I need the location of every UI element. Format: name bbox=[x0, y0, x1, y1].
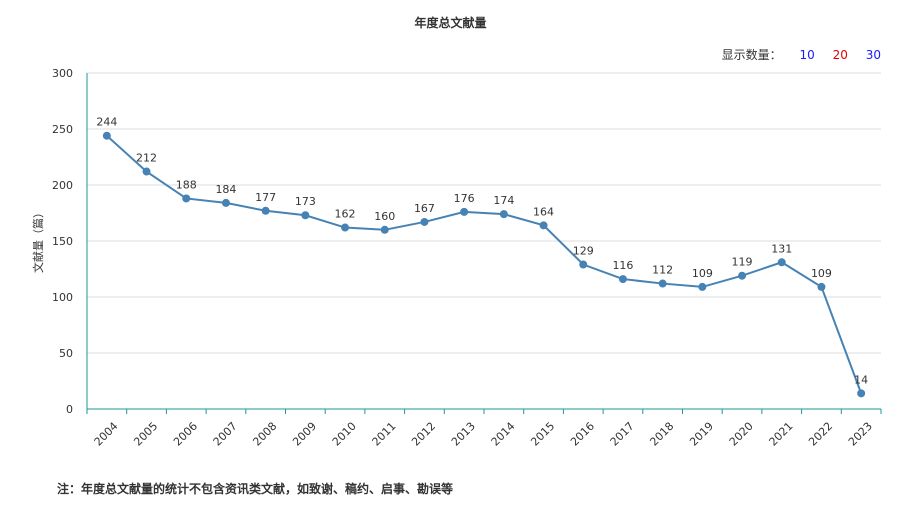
data-label: 119 bbox=[732, 256, 753, 269]
display-count-option-10[interactable]: 10 bbox=[799, 48, 815, 62]
data-label: 131 bbox=[771, 242, 792, 255]
y-tick-label: 0 bbox=[66, 403, 73, 416]
y-tick-label: 300 bbox=[52, 67, 73, 80]
data-label: 116 bbox=[612, 259, 633, 272]
data-labels: 244 212 188 184 177 173 162 160 167 176 174 164 129 1… bbox=[96, 116, 868, 387]
x-tick-label: 2014 bbox=[489, 420, 518, 449]
data-label: 164 bbox=[533, 205, 554, 218]
y-tick-label: 50 bbox=[59, 347, 73, 360]
x-axis: 2004 2005 2006 2007 2008 2009 2010 2011 2012 2013… bbox=[86, 408, 882, 449]
data-label: 212 bbox=[136, 152, 157, 165]
data-label: 162 bbox=[335, 208, 356, 221]
data-point bbox=[301, 211, 310, 220]
data-label: 129 bbox=[573, 245, 594, 258]
data-point bbox=[420, 217, 429, 226]
data-label: 177 bbox=[255, 191, 276, 204]
data-point bbox=[698, 282, 707, 291]
y-axis: 0 50 100 150 200 250 300 bbox=[52, 67, 88, 416]
x-tick-label: 2008 bbox=[250, 420, 279, 449]
data-point bbox=[738, 271, 747, 280]
data-label: 167 bbox=[414, 202, 435, 215]
series-polyline bbox=[106, 134, 863, 394]
y-tick-label: 250 bbox=[52, 123, 73, 136]
x-tick-label: 2006 bbox=[171, 420, 200, 449]
x-tick-label: 2017 bbox=[608, 420, 637, 449]
x-tick-label: 2010 bbox=[330, 420, 359, 449]
y-tick-label: 200 bbox=[52, 179, 73, 192]
x-tick-label: 2023 bbox=[846, 420, 875, 449]
data-point bbox=[221, 198, 230, 207]
x-tick-label: 2022 bbox=[806, 420, 835, 449]
y-axis-label: 文献量（篇） bbox=[31, 207, 45, 273]
display-count-option-30[interactable]: 30 bbox=[865, 48, 881, 62]
data-label: 160 bbox=[374, 210, 395, 223]
data-point bbox=[499, 210, 508, 219]
data-label: 176 bbox=[454, 192, 475, 205]
display-count-label: 显示数量： bbox=[721, 48, 782, 62]
data-label: 173 bbox=[295, 195, 316, 208]
y-tick-label: 100 bbox=[52, 291, 73, 304]
data-point bbox=[102, 131, 111, 140]
data-point bbox=[341, 223, 350, 232]
x-tick-label: 2016 bbox=[568, 420, 597, 449]
data-label: 109 bbox=[811, 267, 832, 280]
data-label: 109 bbox=[692, 267, 713, 280]
data-point bbox=[618, 275, 627, 284]
x-tick-label: 2019 bbox=[687, 420, 716, 449]
x-tick-label: 2013 bbox=[449, 420, 478, 449]
data-label: 112 bbox=[652, 264, 673, 277]
x-tick-label: 2009 bbox=[290, 420, 319, 449]
data-label: 174 bbox=[493, 194, 514, 207]
footnote: 注：年度总文献量的统计不包含资讯类文献，如致谢、稿约、启事、勘误等 bbox=[57, 482, 454, 496]
series-line bbox=[102, 131, 866, 398]
x-tick-label: 2021 bbox=[767, 420, 796, 449]
data-point bbox=[539, 221, 548, 230]
grid-lines bbox=[87, 72, 881, 354]
y-tick-label: 150 bbox=[52, 235, 73, 248]
data-label: 244 bbox=[96, 116, 117, 129]
data-label: 188 bbox=[176, 178, 197, 191]
data-point bbox=[380, 225, 389, 234]
data-point bbox=[777, 258, 786, 267]
x-tick-label: 2011 bbox=[370, 420, 399, 449]
data-point bbox=[658, 279, 667, 288]
chart-title: 年度总文献量 bbox=[414, 16, 487, 30]
data-label: 14 bbox=[854, 373, 868, 386]
x-tick-label: 2005 bbox=[131, 420, 160, 449]
data-point bbox=[182, 194, 191, 203]
data-point bbox=[817, 282, 826, 291]
x-tick-label: 2012 bbox=[409, 420, 438, 449]
data-point bbox=[579, 260, 588, 269]
data-point bbox=[460, 207, 469, 216]
display-count-option-20[interactable]: 20 bbox=[832, 48, 848, 62]
x-tick-label: 2015 bbox=[528, 420, 557, 449]
x-tick-label: 2020 bbox=[727, 420, 756, 449]
data-point bbox=[142, 167, 151, 176]
data-point bbox=[261, 206, 270, 215]
data-label: 184 bbox=[215, 183, 236, 196]
x-tick-label: 2004 bbox=[92, 420, 121, 449]
data-point bbox=[857, 389, 866, 398]
display-count-selector: 显示数量： 10 20 30 bbox=[722, 46, 881, 63]
x-tick-label: 2007 bbox=[211, 420, 240, 449]
x-tick-label: 2018 bbox=[647, 420, 676, 449]
